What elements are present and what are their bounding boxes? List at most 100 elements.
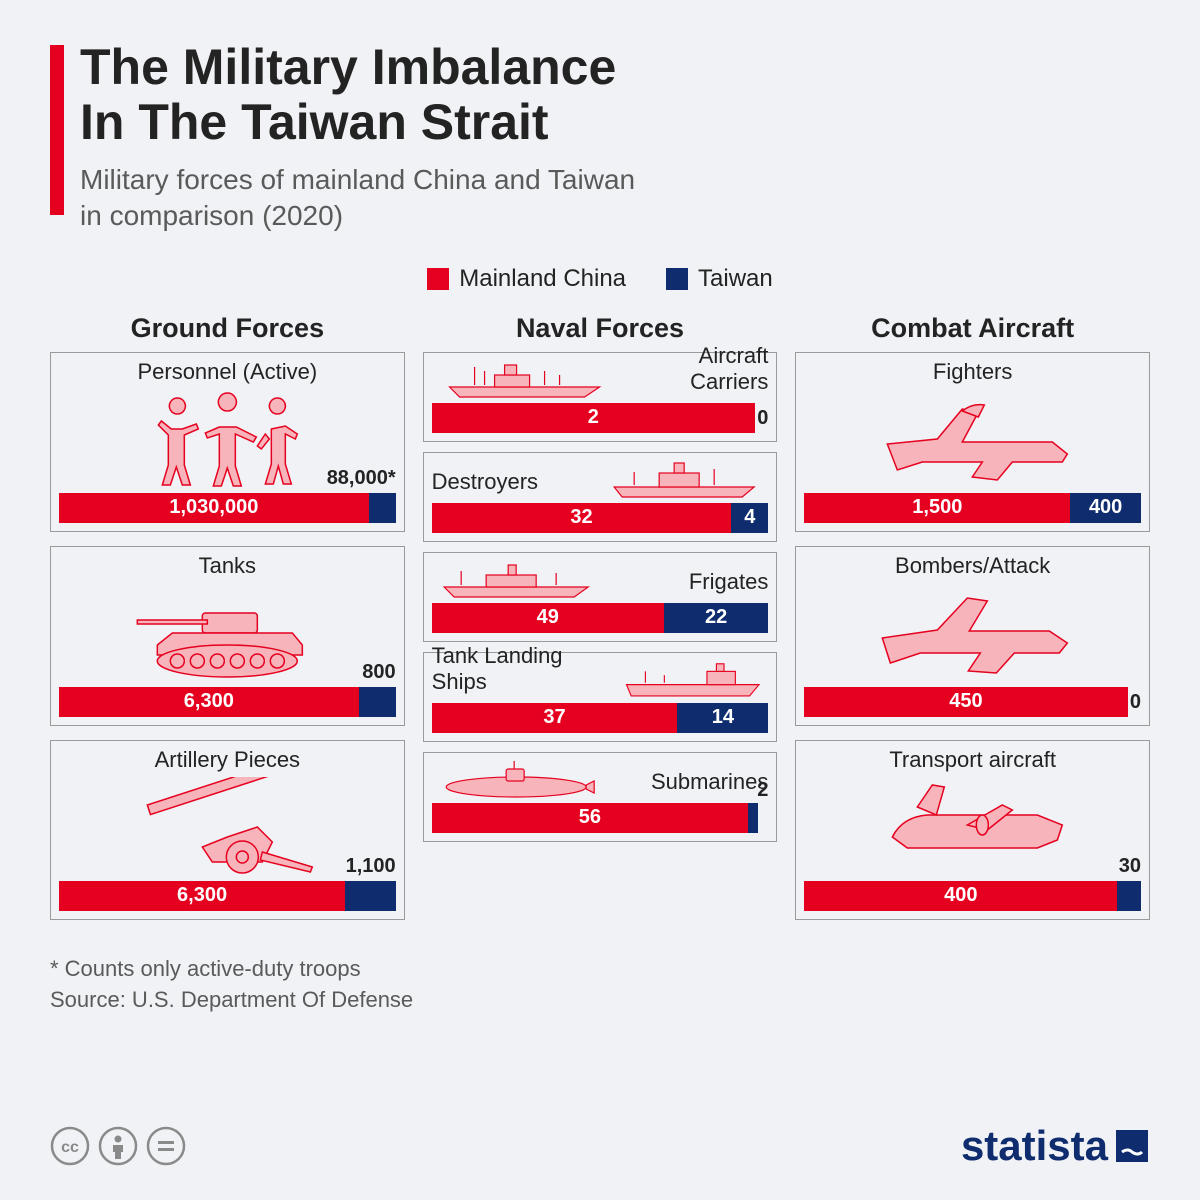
- card-artillery: Artillery Pieces 1,100 6,300: [50, 740, 405, 920]
- label-carriers: Aircraft Carriers: [617, 343, 769, 395]
- by-icon: [98, 1126, 138, 1166]
- bar-fighters: 1,500 400: [804, 493, 1141, 523]
- bar-landing-china: 37: [432, 703, 678, 733]
- bar-transport: 400: [804, 881, 1141, 911]
- bar-transport-taiwan: [1117, 881, 1141, 911]
- tank-icon: [59, 583, 396, 683]
- bar-destroyers: 32 4: [432, 503, 769, 533]
- submarine-icon: [432, 757, 600, 799]
- transport-aircraft-icon: [804, 777, 1141, 877]
- footnote: * Counts only active-duty troops Source:…: [50, 954, 1150, 1016]
- statista-logo-text: statista: [961, 1122, 1108, 1170]
- svg-text:cc: cc: [61, 1139, 79, 1156]
- value-submarines-taiwan: 2: [757, 779, 768, 802]
- bar-frigates-china: 49: [432, 603, 664, 633]
- bar-bombers: 450: [804, 687, 1141, 717]
- label-landing: Tank Landing Ships: [432, 643, 617, 695]
- card-personnel: Personnel (Active) 88,000* 1,030,000: [50, 352, 405, 532]
- bar-carriers: 2: [432, 403, 769, 433]
- carrier-row: Aircraft Carriers: [432, 357, 769, 399]
- legend-label-taiwan: Taiwan: [698, 265, 773, 293]
- frigate-row: Frigates: [432, 557, 769, 599]
- column-title-naval: Naval Forces: [423, 313, 778, 344]
- bar-carriers-china: 2: [432, 403, 755, 433]
- bar-submarines-taiwan: [748, 803, 758, 833]
- card-frigates: Frigates 49 22: [423, 552, 778, 642]
- footer: cc statista: [50, 1122, 1150, 1170]
- bar-fighters-china: 1,500: [804, 493, 1070, 523]
- bar-destroyers-taiwan: 4: [731, 503, 768, 533]
- bar-artillery-china: 6,300: [59, 881, 345, 911]
- label-frigates: Frigates: [600, 569, 768, 595]
- footnote-line2: Source: U.S. Department Of Defense: [50, 985, 1150, 1016]
- landing-ship-icon: [617, 657, 769, 699]
- bar-artillery: 6,300: [59, 881, 396, 911]
- subtitle: Military forces of mainland China and Ta…: [80, 162, 1150, 235]
- card-landing: Tank Landing Ships 37 14: [423, 652, 778, 742]
- statista-mark-icon: [1114, 1128, 1150, 1164]
- card-destroyers: Destroyers 32 4: [423, 452, 778, 542]
- bar-tanks: 6,300: [59, 687, 396, 717]
- bomber-icon: [804, 583, 1141, 683]
- column-air: Combat Aircraft Fighters 1,500 400 Bombe…: [795, 313, 1150, 934]
- cc-icons: cc: [50, 1126, 186, 1166]
- header: The Military Imbalance In The Taiwan Str…: [80, 40, 1150, 235]
- value-transport-taiwan: 30: [1119, 855, 1141, 878]
- label-bombers: Bombers/Attack: [804, 553, 1141, 579]
- label-destroyers: Destroyers: [432, 469, 600, 495]
- bar-submarines-china: 56: [432, 803, 748, 833]
- title-line1: The Military Imbalance: [80, 39, 616, 95]
- bar-landing: 37 14: [432, 703, 769, 733]
- bar-transport-china: 400: [804, 881, 1117, 911]
- label-personnel: Personnel (Active): [59, 359, 396, 385]
- title-line2: In The Taiwan Strait: [80, 94, 549, 150]
- legend-taiwan: Taiwan: [666, 265, 773, 293]
- carrier-icon: [432, 357, 617, 399]
- bar-submarines: 56: [432, 803, 769, 833]
- subtitle-line2: in comparison (2020): [80, 200, 343, 231]
- card-bombers: Bombers/Attack 450 0: [795, 546, 1150, 726]
- legend: Mainland China Taiwan: [50, 265, 1150, 293]
- subtitle-line1: Military forces of mainland China and Ta…: [80, 164, 635, 195]
- card-fighters: Fighters 1,500 400: [795, 352, 1150, 532]
- footnote-line1: * Counts only active-duty troops: [50, 954, 1150, 985]
- value-carriers-taiwan: 0: [757, 407, 768, 430]
- label-fighters: Fighters: [804, 359, 1141, 385]
- landing-row: Tank Landing Ships: [432, 657, 769, 699]
- submarine-row: Submarines: [432, 757, 769, 799]
- bar-tanks-taiwan: [359, 687, 396, 717]
- legend-china: Mainland China: [427, 265, 626, 293]
- column-title-air: Combat Aircraft: [795, 313, 1150, 344]
- column-naval: Naval Forces Aircraft Carriers 2: [423, 313, 778, 934]
- fighter-icon: [804, 389, 1141, 489]
- bar-destroyers-china: 32: [432, 503, 732, 533]
- accent-bar: [50, 45, 64, 215]
- legend-swatch-taiwan: [666, 268, 688, 290]
- bar-personnel: 1,030,000: [59, 493, 396, 523]
- destroyer-row: Destroyers: [432, 457, 769, 499]
- column-ground: Ground Forces Personnel (Active) 88,000*…: [50, 313, 405, 934]
- bar-personnel-taiwan: [369, 493, 396, 523]
- card-carriers: Aircraft Carriers 2 0: [423, 352, 778, 442]
- card-submarines: Submarines 56 2: [423, 752, 778, 842]
- bar-tanks-china: 6,300: [59, 687, 359, 717]
- columns: Ground Forces Personnel (Active) 88,000*…: [50, 313, 1150, 934]
- nd-icon: [146, 1126, 186, 1166]
- cc-icon: cc: [50, 1126, 90, 1166]
- bar-bombers-china: 450: [804, 687, 1127, 717]
- destroyer-icon: [600, 457, 768, 499]
- label-transport: Transport aircraft: [804, 747, 1141, 773]
- frigate-icon: [432, 557, 600, 599]
- value-artillery-taiwan: 1,100: [346, 855, 396, 878]
- value-tanks-taiwan: 800: [362, 661, 395, 684]
- column-title-ground: Ground Forces: [50, 313, 405, 344]
- bar-frigates: 49 22: [432, 603, 769, 633]
- label-artillery: Artillery Pieces: [59, 747, 396, 773]
- legend-swatch-china: [427, 268, 449, 290]
- card-transport: Transport aircraft 30 400: [795, 740, 1150, 920]
- label-tanks: Tanks: [59, 553, 396, 579]
- bar-personnel-china: 1,030,000: [59, 493, 369, 523]
- bar-artillery-taiwan: [345, 881, 395, 911]
- bar-landing-taiwan: 14: [677, 703, 768, 733]
- bar-fighters-taiwan: 400: [1070, 493, 1141, 523]
